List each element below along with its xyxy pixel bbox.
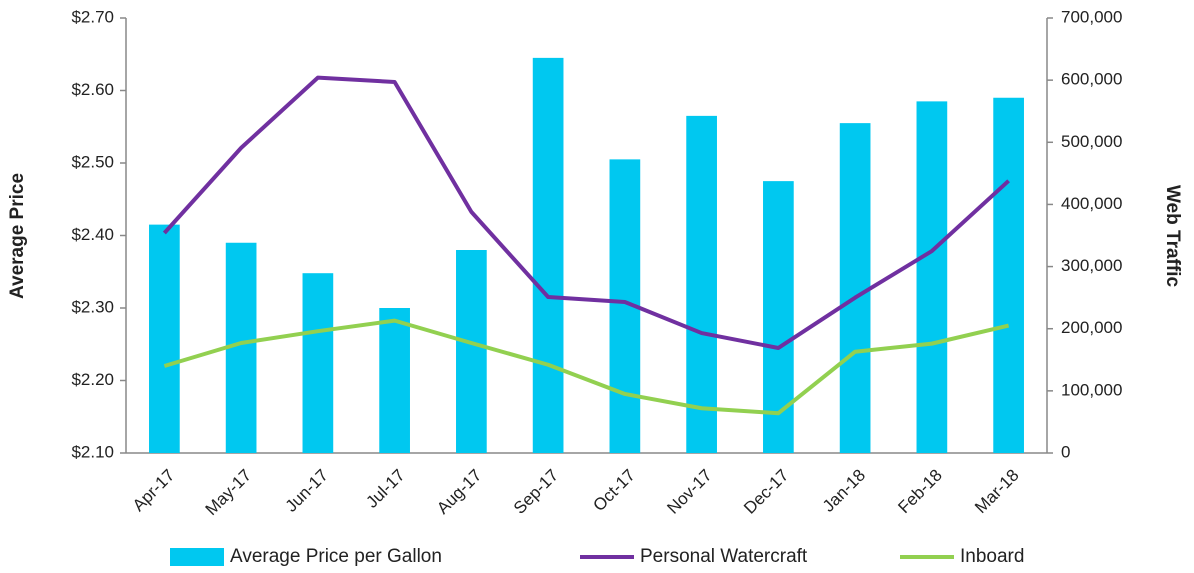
y-tick-label: $2.60 [71,80,114,99]
x-tick-label: Mar-18 [971,466,1023,518]
line [162,75,1010,350]
y2-tick-label: 700,000 [1061,7,1122,26]
bar [456,250,487,453]
bar [686,115,717,453]
y2-tick-label: 500,000 [1061,132,1122,151]
x-tick-label: May-17 [202,466,256,520]
x-tick-label: Jul-17 [362,466,408,512]
legend-label: Average Price per Gallon [230,546,442,567]
legend-label: Personal Watercraft [640,546,808,567]
y2-tick-label: 0 [1061,442,1070,461]
x-tick-label: Feb-18 [894,466,946,518]
x-tick-label: Jun-17 [282,466,332,516]
x-tick-label: Apr-17 [129,466,179,516]
y-tick-label: $2.70 [71,7,114,26]
y-tick-label: $2.30 [71,297,114,316]
x-tick-label: Sep-17 [510,466,562,518]
x-tick-label: Aug-17 [433,466,485,518]
bar [149,224,180,453]
y-tick-label: $2.10 [71,442,114,461]
bar [763,181,794,453]
bar [532,57,564,453]
bar [379,308,410,453]
legend-swatch [170,548,224,566]
y2-tick-label: 200,000 [1061,318,1122,337]
bar [916,101,948,453]
x-tick-label: Oct-17 [589,466,639,516]
x-tick-label: Nov-17 [663,466,715,518]
y2-tick-label: 400,000 [1061,194,1122,213]
y2-tick-label: 600,000 [1061,70,1122,89]
y-axis-label: Average Price [7,173,28,299]
line [163,318,1010,416]
y-tick-label: $2.50 [71,152,114,171]
bar [993,97,1024,453]
bar [302,273,334,453]
y2-axis-label: Web Traffic [1162,185,1183,287]
y-tick-label: $2.40 [71,225,114,244]
legend-label: Inboard [960,546,1024,567]
x-tick-label: Dec-17 [740,466,792,518]
y2-tick-label: 100,000 [1061,380,1122,399]
y2-tick-label: 300,000 [1061,256,1122,275]
bar [839,123,871,453]
x-tick-label: Jan-18 [819,466,869,516]
y-tick-label: $2.20 [71,370,114,389]
